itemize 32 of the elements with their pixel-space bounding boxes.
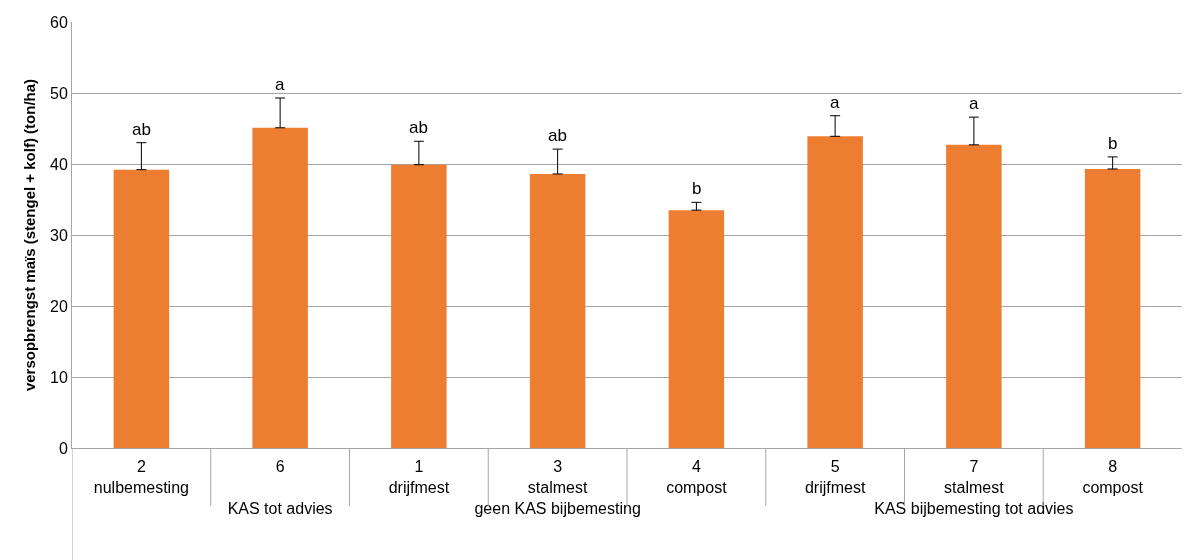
y-tick-label: 20 <box>50 297 68 315</box>
x-tick-label: 7 stalmest KAS bijbemesting tot advies <box>874 458 1074 517</box>
annotation: a <box>275 75 285 94</box>
category-label: 6 KAS tot advies <box>227 458 333 517</box>
bar <box>807 136 863 448</box>
bar <box>1084 168 1141 448</box>
x-tick-label: 4 compost <box>666 458 728 496</box>
x-tick-label: 3 stalmest geen KAS bijbemesting <box>474 458 641 517</box>
bar <box>113 169 170 448</box>
annotation: a <box>969 94 979 113</box>
bar <box>946 144 1002 448</box>
annotation: ab <box>409 118 428 137</box>
annotation: b <box>692 179 702 198</box>
x-tick-label: 1 drijfmest <box>388 458 450 496</box>
bar <box>252 127 308 448</box>
y-tick-label: 30 <box>50 226 68 244</box>
annotation: ab <box>132 120 151 139</box>
y-tick-label: 60 <box>50 13 68 31</box>
y-tick-label: 50 <box>50 84 68 102</box>
x-tick-label: 5 drijfmest <box>804 458 866 496</box>
x-tick-label: 2 nulbemesting <box>93 458 189 496</box>
x-tick-label: 8 compost <box>1082 458 1144 496</box>
bar <box>391 164 447 448</box>
bar <box>529 173 586 448</box>
y-tick-label: 10 <box>50 368 68 386</box>
annotation: b <box>1108 134 1118 153</box>
bar <box>668 210 725 448</box>
y-axis-title: versopbrengst maïs (stengel + kolf) (ton/ha) <box>21 78 39 392</box>
y-tick-label: 40 <box>50 155 68 173</box>
annotation: ab <box>548 126 567 145</box>
annotation: a <box>830 93 840 112</box>
y-tick-label: 0 <box>58 439 68 457</box>
